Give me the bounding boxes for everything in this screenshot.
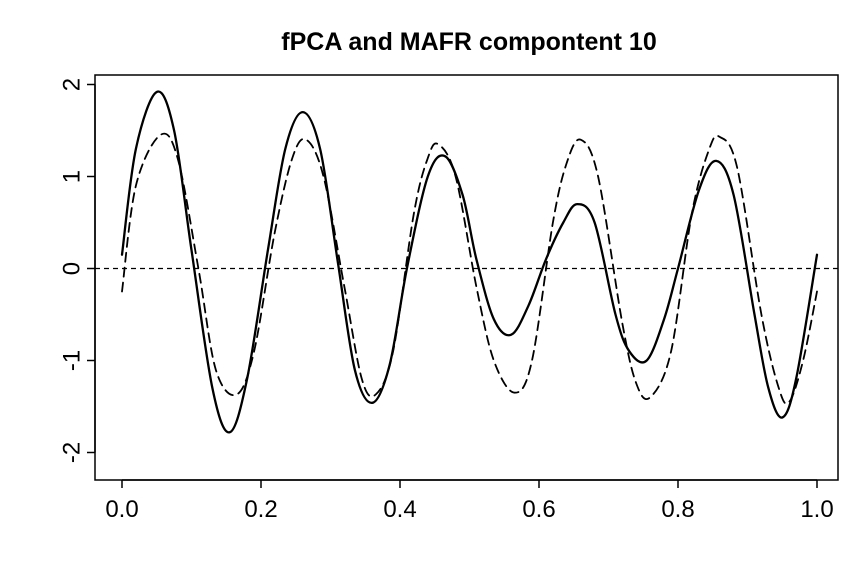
y-tick-label: 1 [59,170,86,183]
x-tick-label: 1.0 [800,496,833,523]
x-tick-label: 0.8 [661,496,694,523]
y-tick-label: 0 [59,262,86,275]
x-tick-label: 0.0 [105,496,138,523]
x-tick-label: 0.2 [244,496,277,523]
y-tick-label: -2 [59,442,86,463]
y-axis: 2 1 0 -1 -2 [59,78,96,463]
y-tick-label: 2 [59,78,86,91]
series-line-dashed [121,132,818,405]
x-tick-label: 0.6 [522,496,555,523]
x-axis: 0.0 0.2 0.4 0.6 0.8 1.0 [105,479,834,523]
x-tick-label: 0.4 [383,496,416,523]
chart-title: fPCA and MAFR compontent 10 [281,28,656,56]
series-line-solid [120,90,819,434]
y-tick-label: -1 [59,350,86,371]
plot-box [94,74,839,481]
